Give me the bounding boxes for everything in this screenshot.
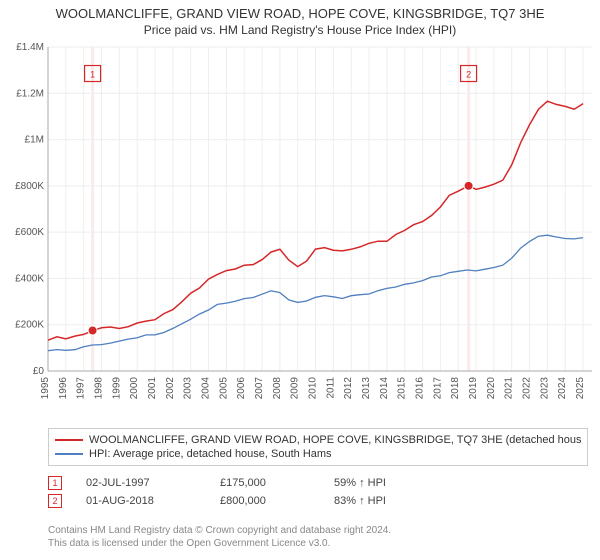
- svg-text:2006: 2006: [236, 377, 247, 400]
- sale-price: £800,000: [220, 495, 310, 507]
- svg-text:2005: 2005: [218, 377, 229, 400]
- footer-line-2: This data is licensed under the Open Gov…: [48, 537, 588, 550]
- legend-row: WOOLMANCLIFFE, GRAND VIEW ROAD, HOPE COV…: [55, 433, 581, 447]
- sale-pct-vs-hpi: 59% ↑ HPI: [334, 477, 434, 489]
- svg-text:2023: 2023: [539, 377, 550, 400]
- sale-point: [464, 181, 473, 190]
- svg-text:2003: 2003: [183, 377, 194, 400]
- svg-text:1997: 1997: [76, 377, 87, 400]
- svg-text:2016: 2016: [415, 377, 426, 400]
- svg-text:1998: 1998: [94, 377, 105, 400]
- sale-date: 02-JUL-1997: [86, 477, 196, 489]
- chart-container: £0 £200K £400K £600K £800K £1M £1.2M £1.4M 1995 1…: [0, 41, 600, 421]
- svg-text:2018: 2018: [450, 377, 461, 400]
- sale-marker: 2: [48, 494, 62, 508]
- legend: WOOLMANCLIFFE, GRAND VIEW ROAD, HOPE COV…: [48, 428, 588, 466]
- svg-text:2019: 2019: [468, 377, 479, 400]
- svg-text:£400K: £400K: [15, 273, 44, 284]
- sale-row: 2 01-AUG-2018 £800,000 83% ↑ HPI: [48, 492, 588, 510]
- svg-text:2021: 2021: [504, 377, 515, 400]
- svg-text:1996: 1996: [58, 377, 69, 400]
- svg-text:2020: 2020: [486, 377, 497, 400]
- svg-text:2024: 2024: [557, 377, 568, 400]
- sales-table: 1 02-JUL-1997 £175,000 59% ↑ HPI 2 01-AUG-201…: [48, 474, 588, 510]
- svg-text:2011: 2011: [325, 377, 336, 399]
- svg-text:2015: 2015: [397, 377, 408, 400]
- footer: Contains HM Land Registry data © Crown c…: [48, 524, 588, 550]
- svg-text:£200K: £200K: [15, 320, 44, 331]
- title-line-1: WOOLMANCLIFFE, GRAND VIEW ROAD, HOPE COV…: [0, 0, 600, 21]
- svg-text:2000: 2000: [129, 377, 140, 400]
- svg-text:2004: 2004: [201, 377, 212, 400]
- sale-point: [88, 326, 97, 335]
- svg-text:2012: 2012: [343, 377, 354, 400]
- sale-pct-vs-hpi: 83% ↑ HPI: [334, 495, 434, 507]
- legend-label: WOOLMANCLIFFE, GRAND VIEW ROAD, HOPE COV…: [89, 434, 581, 446]
- sale-row: 1 02-JUL-1997 £175,000 59% ↑ HPI: [48, 474, 588, 492]
- svg-text:2022: 2022: [522, 377, 533, 400]
- svg-text:2017: 2017: [432, 377, 443, 400]
- sale-price: £175,000: [220, 477, 310, 489]
- svg-text:2002: 2002: [165, 377, 176, 400]
- svg-text:2009: 2009: [290, 377, 301, 400]
- svg-text:2025: 2025: [575, 377, 586, 400]
- svg-text:2007: 2007: [254, 377, 265, 400]
- legend-swatch: [55, 439, 83, 441]
- svg-text:2013: 2013: [361, 377, 372, 400]
- price-chart: £0 £200K £400K £600K £800K £1M £1.2M £1.4M 1995 1…: [0, 41, 600, 421]
- svg-text:1995: 1995: [40, 377, 51, 400]
- legend-label: HPI: Average price, detached house, Sout…: [89, 448, 332, 460]
- svg-text:£0: £0: [33, 366, 45, 377]
- legend-row: HPI: Average price, detached house, Sout…: [55, 447, 581, 461]
- svg-text:2014: 2014: [379, 377, 390, 400]
- svg-text:2010: 2010: [308, 377, 319, 400]
- svg-text:£600K: £600K: [15, 227, 44, 238]
- svg-text:£800K: £800K: [15, 181, 44, 192]
- svg-text:1: 1: [90, 70, 95, 80]
- svg-text:£1M: £1M: [25, 135, 44, 146]
- legend-swatch: [55, 453, 83, 455]
- svg-text:2008: 2008: [272, 377, 283, 400]
- svg-text:2001: 2001: [147, 377, 158, 400]
- sale-date: 01-AUG-2018: [86, 495, 196, 507]
- title-line-2: Price paid vs. HM Land Registry's House …: [0, 21, 600, 41]
- svg-text:£1.2M: £1.2M: [16, 88, 44, 99]
- sale-marker: 1: [48, 476, 62, 490]
- svg-text:1999: 1999: [111, 377, 122, 400]
- svg-text:2: 2: [466, 70, 471, 80]
- svg-text:£1.4M: £1.4M: [16, 42, 44, 53]
- footer-line-1: Contains HM Land Registry data © Crown c…: [48, 524, 588, 537]
